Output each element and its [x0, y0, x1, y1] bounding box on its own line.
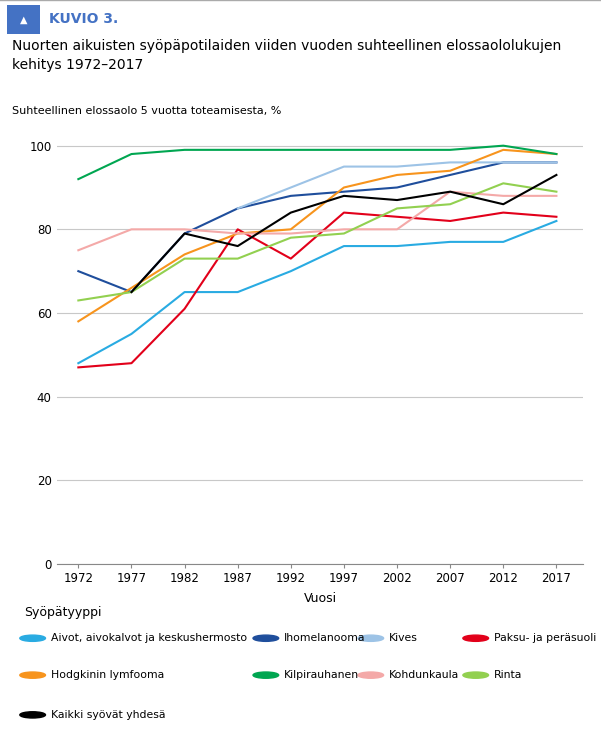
Circle shape	[463, 672, 489, 678]
Circle shape	[253, 635, 279, 642]
Circle shape	[20, 672, 46, 678]
Circle shape	[463, 635, 489, 642]
Text: Paksu- ja peräsuoli: Paksu- ja peräsuoli	[493, 633, 596, 643]
Text: Nuorten aikuisten syöpäpotilaiden viiden vuoden suhteellinen elossaololukujen
ke: Nuorten aikuisten syöpäpotilaiden viiden…	[12, 39, 561, 72]
Circle shape	[20, 712, 46, 718]
Text: Hodgkinin lymfooma: Hodgkinin lymfooma	[50, 670, 164, 680]
Text: ▲: ▲	[20, 14, 28, 25]
Text: Rinta: Rinta	[493, 670, 522, 680]
Circle shape	[358, 635, 383, 642]
FancyBboxPatch shape	[7, 4, 40, 34]
Text: Suhteellinen elossaolo 5 vuotta toteamisesta, %: Suhteellinen elossaolo 5 vuotta toteamis…	[13, 106, 282, 116]
Text: Syöpätyyppi: Syöpätyyppi	[23, 606, 101, 619]
Text: Aivot, aivokalvot ja keskushermosto: Aivot, aivokalvot ja keskushermosto	[50, 633, 247, 643]
Text: Ihomelanooma: Ihomelanooma	[284, 633, 365, 643]
X-axis label: Vuosi: Vuosi	[304, 592, 337, 605]
Circle shape	[20, 635, 46, 642]
Text: Kives: Kives	[389, 633, 418, 643]
Text: Kohdunkaula: Kohdunkaula	[389, 670, 459, 680]
Text: Kilpirauhanen: Kilpirauhanen	[284, 670, 359, 680]
Text: Kaikki syövät yhdesä: Kaikki syövät yhdesä	[50, 710, 165, 720]
Text: KUVIO 3.: KUVIO 3.	[49, 13, 118, 26]
Circle shape	[358, 672, 383, 678]
Circle shape	[253, 672, 279, 678]
